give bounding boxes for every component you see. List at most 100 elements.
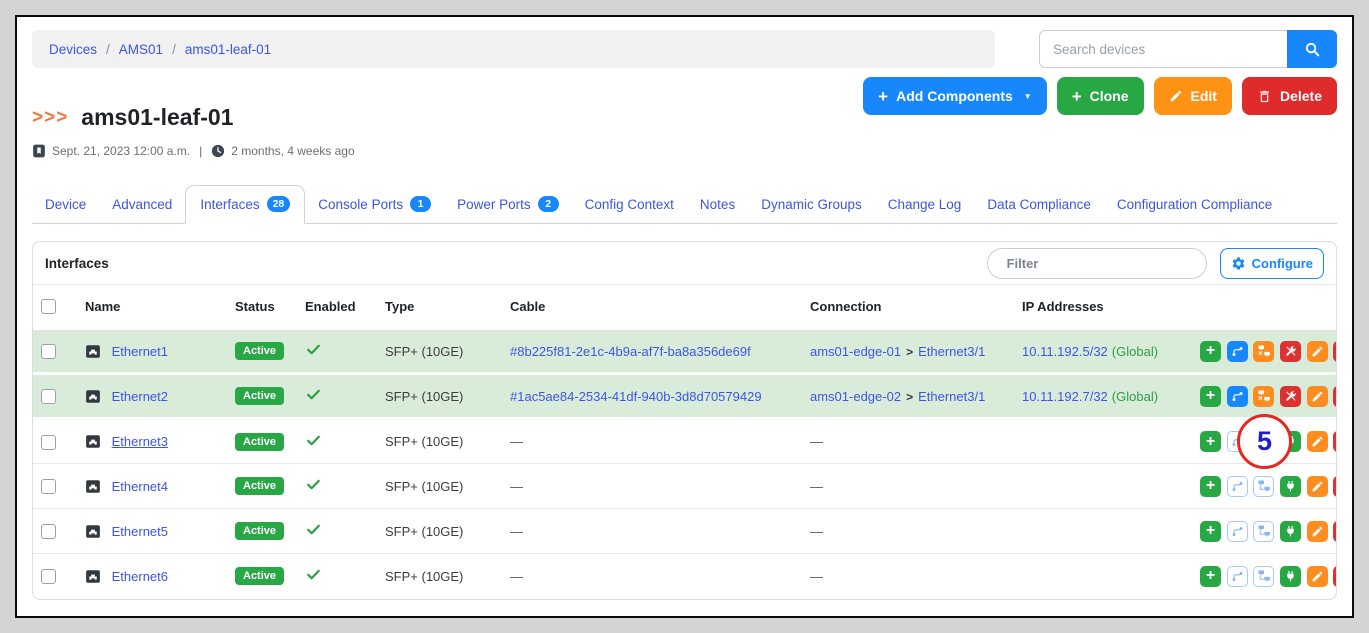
table-row: Ethernet1 Active SFP+ (10GE) #8b225f81-2…: [33, 327, 1336, 374]
search-button[interactable]: [1287, 30, 1337, 68]
edit-interface-button[interactable]: [1306, 475, 1328, 497]
top-bar: Devices / AMS01 / ams01-leaf-01: [32, 30, 1337, 68]
last-updated: 2 months, 4 weeks ago: [231, 144, 355, 158]
interface-link[interactable]: Ethernet3: [111, 434, 168, 450]
connected-port-link[interactable]: Ethernet3/1: [918, 343, 986, 359]
lan-disconnect-button[interactable]: [1253, 340, 1275, 362]
edit-button[interactable]: Edit: [1153, 77, 1232, 115]
delete-interface-button[interactable]: [1333, 385, 1336, 407]
connection-cell: —: [802, 463, 1014, 509]
row-checkbox[interactable]: [41, 344, 56, 360]
trace-cable-button[interactable]: [1226, 520, 1248, 542]
row-checkbox[interactable]: [41, 524, 56, 540]
edit-interface-button[interactable]: [1306, 340, 1328, 362]
filter-input[interactable]: [986, 247, 1207, 279]
lan-disconnect-button[interactable]: [1253, 385, 1275, 407]
delete-button[interactable]: Delete: [1241, 77, 1337, 115]
connect-button[interactable]: [1279, 520, 1301, 542]
row-checkbox[interactable]: [41, 434, 56, 450]
add-ip-button[interactable]: +: [1200, 431, 1221, 453]
ip-address-link[interactable]: 10.11.192.7/32: [1022, 388, 1108, 404]
tab-config-context[interactable]: Config Context: [572, 186, 687, 224]
ip-address-link[interactable]: 10.11.192.5/32: [1022, 343, 1108, 359]
lan-connect-button[interactable]: [1253, 475, 1275, 497]
trace-cable-button[interactable]: [1226, 475, 1248, 497]
cable-link[interactable]: #8b225f81-2e1c-4b9a-af7f-ba8a356de69f: [510, 343, 751, 359]
cable-link[interactable]: #1ac5ae84-2534-41df-940b-3d8d70579429: [510, 388, 762, 404]
row-checkbox[interactable]: [41, 479, 56, 495]
delete-interface-button[interactable]: [1333, 520, 1336, 542]
connected-device-link[interactable]: ams01-edge-01: [810, 343, 902, 359]
search-input[interactable]: [1039, 30, 1287, 68]
tab-change-log[interactable]: Change Log: [875, 186, 975, 224]
breadcrumb-separator: /: [172, 41, 176, 57]
add-ip-button[interactable]: +: [1200, 385, 1221, 407]
interface-link[interactable]: Ethernet1: [111, 343, 168, 359]
edit-interface-button[interactable]: [1306, 431, 1328, 453]
breadcrumb-link-site[interactable]: AMS01: [118, 41, 164, 57]
tab-notes[interactable]: Notes: [687, 186, 748, 224]
cable-cell: —: [502, 463, 802, 509]
tab-interfaces[interactable]: Interfaces 28: [185, 185, 306, 224]
connection-chevron: >: [906, 344, 914, 359]
tabs: Device Advanced Interfaces 28 Console Ports 1…: [32, 185, 1337, 224]
tab-label: Device: [45, 197, 87, 212]
tab-dynamic-groups[interactable]: Dynamic Groups: [748, 186, 875, 224]
add-ip-button[interactable]: +: [1200, 475, 1221, 497]
interface-link[interactable]: Ethernet6: [111, 568, 168, 584]
type-cell: SFP+ (10GE): [377, 553, 502, 599]
edit-interface-button[interactable]: [1306, 565, 1328, 587]
add-components-label: Add Components: [896, 88, 1013, 104]
connect-button[interactable]: [1279, 565, 1301, 587]
delete-interface-button[interactable]: [1333, 431, 1336, 453]
device-header: + Add Components ▼ + Clone Edit Delete: [32, 77, 1337, 173]
configure-button[interactable]: Configure: [1219, 247, 1324, 279]
tab-power-ports[interactable]: Power Ports 2: [444, 185, 572, 224]
tab-advanced[interactable]: Advanced: [99, 186, 185, 224]
trace-cable-button[interactable]: [1226, 565, 1248, 587]
row-checkbox[interactable]: [41, 389, 56, 405]
connected-port-link[interactable]: Ethernet3/1: [918, 388, 986, 404]
enabled-check-icon: [305, 342, 322, 357]
breadcrumb-link-device[interactable]: ams01-leaf-01: [184, 41, 272, 57]
disconnect-button[interactable]: [1279, 340, 1301, 362]
connected-device-link[interactable]: ams01-edge-02: [810, 388, 902, 404]
search-icon: [1304, 41, 1321, 58]
interface-link[interactable]: Ethernet5: [111, 523, 168, 539]
interface-link[interactable]: Ethernet4: [111, 478, 168, 494]
trace-cable-button[interactable]: [1226, 385, 1248, 407]
tab-console-ports[interactable]: Console Ports 1: [305, 185, 444, 224]
edit-interface-button[interactable]: [1306, 520, 1328, 542]
lan-connect-button[interactable]: [1253, 520, 1275, 542]
delete-interface-button[interactable]: [1333, 475, 1336, 497]
trace-cable-button[interactable]: [1226, 340, 1248, 362]
disconnect-button[interactable]: [1279, 385, 1301, 407]
breadcrumb-link-devices[interactable]: Devices: [49, 41, 98, 57]
connect-button[interactable]: [1279, 475, 1301, 497]
connection-cell: —: [802, 553, 1014, 599]
select-all-checkbox[interactable]: [41, 299, 56, 315]
gear-icon: [1231, 256, 1246, 271]
title-chevrons: >>>: [32, 106, 69, 128]
tab-configuration-compliance[interactable]: Configuration Compliance: [1104, 186, 1285, 224]
lan-connect-button[interactable]: [1253, 565, 1275, 587]
add-ip-button[interactable]: +: [1200, 520, 1221, 542]
table-row: Ethernet4 Active SFP+ (10GE) — — +: [33, 463, 1336, 509]
clone-button[interactable]: + Clone: [1056, 77, 1144, 115]
add-ip-button[interactable]: +: [1200, 340, 1221, 362]
tab-data-compliance[interactable]: Data Compliance: [974, 186, 1104, 224]
ip-cell: [1014, 417, 1192, 464]
tab-device[interactable]: Device: [32, 186, 99, 224]
tab-label: Change Log: [887, 197, 962, 212]
ip-scope: (Global): [1111, 388, 1159, 404]
breadcrumb: Devices / AMS01 / ams01-leaf-01: [32, 30, 995, 68]
edit-interface-button[interactable]: [1306, 385, 1328, 407]
interfaces-panel: Interfaces Configure Name: [32, 241, 1337, 600]
delete-interface-button[interactable]: [1333, 565, 1336, 587]
add-components-button[interactable]: + Add Components ▼: [863, 77, 1047, 115]
interface-link[interactable]: Ethernet2: [111, 388, 168, 404]
row-checkbox[interactable]: [41, 569, 56, 585]
add-ip-button[interactable]: +: [1200, 565, 1221, 587]
plus-icon: +: [1071, 86, 1082, 106]
delete-interface-button[interactable]: [1333, 340, 1336, 362]
